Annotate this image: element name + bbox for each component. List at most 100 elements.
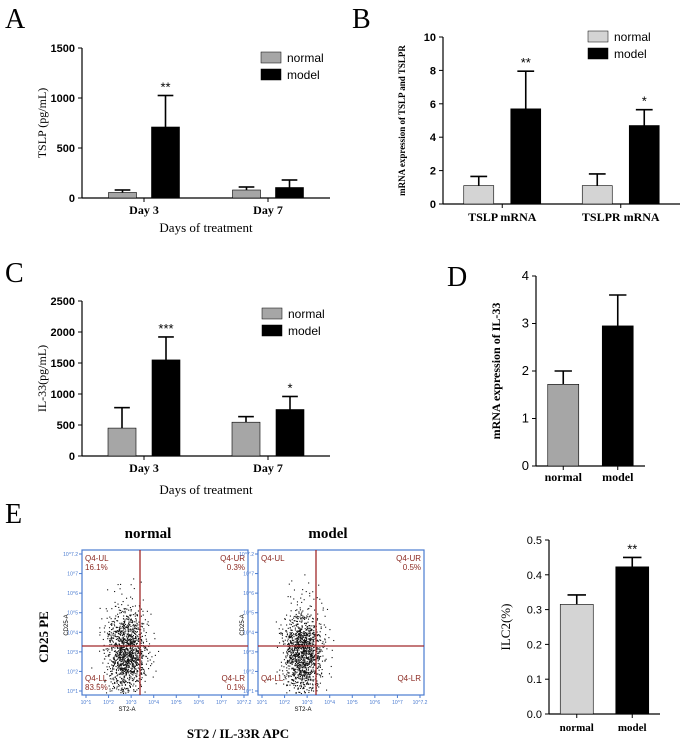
event-dot: [294, 662, 297, 664]
event-dot: [286, 633, 289, 635]
event-dot: [140, 581, 142, 583]
panel-label-e: E: [5, 499, 22, 530]
event-dot: [286, 673, 288, 675]
event-dot: [317, 666, 319, 668]
event-dot: [296, 625, 298, 627]
event-dot: [127, 671, 129, 673]
event-dot: [302, 635, 304, 637]
event-dot: [299, 632, 301, 634]
event-dot: [311, 661, 313, 663]
event-dot: [133, 683, 135, 685]
event-dot: [304, 671, 306, 674]
event-dot: [299, 620, 301, 622]
y-axis-label: ILC2(%): [498, 604, 513, 651]
event-dot: [313, 662, 315, 664]
event-dot: [126, 668, 128, 670]
event-dot: [300, 617, 302, 619]
event-dot: [118, 673, 120, 675]
event-dot: [307, 616, 309, 618]
event-dot: [119, 658, 121, 660]
event-dot: [124, 664, 126, 666]
event-dot: [121, 663, 123, 665]
event-dot: [282, 643, 285, 645]
event-dot: [124, 628, 126, 630]
event-dot: [289, 659, 291, 661]
event-dot: [135, 664, 137, 666]
event-dot: [322, 609, 324, 611]
event-dot: [124, 654, 126, 656]
event-dot: [120, 623, 122, 625]
event-dot: [122, 639, 124, 641]
event-dot: [134, 613, 136, 615]
event-dot: [129, 648, 131, 650]
event-dot: [126, 616, 129, 618]
event-dot: [302, 666, 305, 668]
event-dot: [128, 635, 130, 637]
event-dot: [300, 614, 302, 616]
event-dot: [278, 628, 280, 630]
event-dot: [295, 652, 297, 654]
event-dot: [295, 668, 297, 670]
event-dot: [148, 652, 150, 655]
event-dot: [128, 644, 130, 646]
event-dot: [314, 625, 316, 627]
event-dot: [135, 624, 137, 626]
event-dot: [300, 635, 302, 637]
event-dot: [131, 679, 133, 681]
event-dot: [137, 649, 139, 652]
x-tick-label: TSLPR mRNA: [582, 210, 660, 224]
event-dot: [119, 657, 122, 659]
event-dot: [317, 634, 319, 636]
event-dot: [133, 588, 135, 590]
event-dot: [137, 651, 139, 653]
event-dot: [137, 624, 139, 626]
bar-normal: [547, 383, 580, 467]
event-dot: [304, 673, 306, 675]
event-dot: [306, 664, 308, 666]
event-dot: [298, 660, 300, 662]
event-dot: [303, 653, 305, 655]
flow-x-tick-label: 10^5: [347, 700, 358, 706]
bar-model: [628, 125, 660, 205]
legend-swatch-normal: [261, 307, 283, 320]
event-dot: [118, 656, 120, 658]
event-dot: [308, 638, 310, 640]
event-dot: [291, 649, 293, 651]
event-dot: [296, 664, 298, 666]
event-dot: [310, 652, 312, 654]
event-dot: [121, 672, 123, 674]
event-dot: [286, 624, 288, 626]
event-dot: [131, 621, 133, 623]
event-dot: [291, 659, 293, 661]
event-dot: [135, 675, 137, 677]
event-dot: [306, 650, 308, 652]
event-dot: [299, 687, 302, 689]
event-dot: [302, 632, 304, 634]
event-dot: [140, 685, 142, 688]
event-dot: [312, 643, 314, 645]
event-dot: [126, 597, 128, 599]
legend-swatch-model: [261, 324, 283, 337]
event-dot: [319, 636, 321, 638]
event-dot: [289, 662, 291, 664]
event-dot: [292, 651, 294, 653]
event-dot: [304, 640, 307, 643]
event-dot: [288, 668, 290, 670]
event-dot: [145, 638, 147, 640]
event-dot: [141, 652, 143, 655]
event-dot: [123, 608, 125, 610]
event-dot: [303, 648, 305, 650]
event-dot: [295, 635, 297, 637]
event-dot: [121, 670, 123, 672]
event-dot: [129, 643, 131, 645]
event-dot: [132, 614, 134, 616]
event-dot: [299, 644, 301, 646]
event-dot: [291, 649, 293, 651]
event-dot: [121, 610, 123, 612]
event-dot: [102, 638, 104, 641]
event-dot: [115, 678, 117, 680]
event-dot: [145, 631, 147, 634]
event-dot: [297, 633, 299, 636]
event-dot: [301, 655, 304, 657]
event-dot: [302, 652, 304, 654]
